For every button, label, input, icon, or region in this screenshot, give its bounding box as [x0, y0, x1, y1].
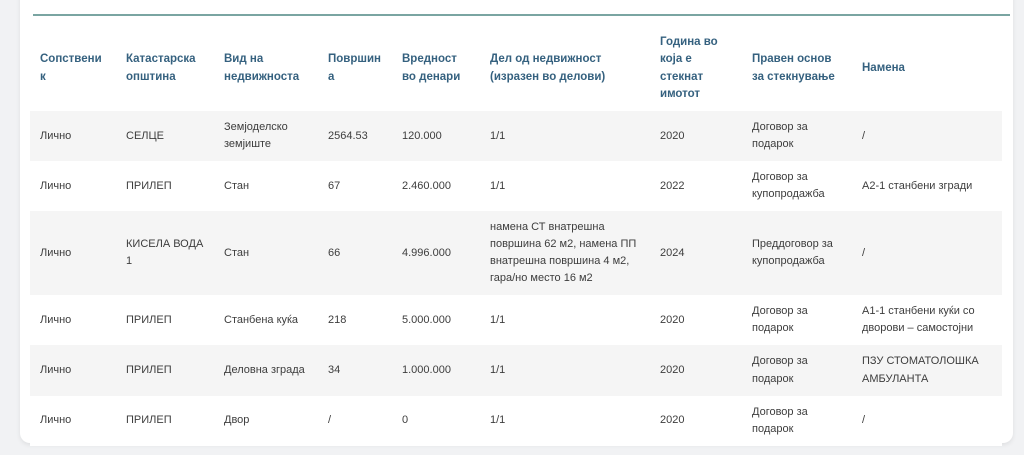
table-cell: намена СТ внатрешна површина 62 м2, наме…: [490, 221, 637, 285]
table-cell: А2-1 станбени згради: [862, 179, 973, 192]
table-cell: 5.000.000: [402, 313, 451, 326]
table-cell: 66: [328, 246, 341, 259]
table-cell: /: [862, 246, 866, 259]
table-row: Лично ПРИЛЕП Стан 67 2.460.000 1/1 2022 Договор…: [30, 161, 1002, 212]
table-cell: А1-1 станбени куќи со дворови – самостој…: [862, 305, 975, 335]
table-cell: ПРИЛЕП: [126, 313, 172, 326]
table-cell: Лично: [40, 363, 72, 376]
table-row: Лично ПРИЛЕП Двор / 0 1/1 2020 Договор за подар…: [30, 395, 1002, 446]
table-cell: СЕЛЦЕ: [126, 129, 164, 142]
column-header: Сопственик: [40, 53, 102, 83]
table-cell: Земјоделско земјиште: [224, 121, 288, 151]
column-header: Вид на недвижноста: [224, 53, 300, 83]
table-cell: /: [862, 414, 866, 427]
column-header: Дел од недвижност (изразен во делови): [490, 53, 606, 83]
table-cell: ПРИЛЕП: [126, 179, 172, 192]
table-cell: Договор за подарок: [752, 305, 808, 335]
table-cell: Лично: [40, 313, 72, 326]
table-cell: 2022: [660, 179, 685, 192]
table-cell: Станбена куќа: [224, 313, 298, 326]
table-cell: Лично: [40, 179, 72, 192]
table-cell: 4.996.000: [402, 246, 451, 259]
column-header: Вредност во денари: [402, 53, 461, 83]
table-cell: 34: [328, 363, 341, 376]
table-cell: 1/1: [490, 129, 506, 142]
table-cell: КИСЕЛА ВОДА 1: [126, 238, 204, 268]
table-row: Лично КИСЕЛА ВОДА 1 Стан 66 4.996.000 намена …: [30, 211, 1002, 296]
column-header: Површина: [328, 53, 381, 83]
table-cell: Двор: [224, 414, 250, 427]
table-cell: Лично: [40, 129, 72, 142]
table-row: Лично СЕЛЦЕ Земјоделско земјиште 2564.53 120…: [30, 111, 1002, 162]
table-cell: Договор за подарок: [752, 405, 808, 435]
table-cell: 1.000.000: [402, 363, 451, 376]
section-divider: [33, 14, 1010, 16]
table-cell: Лично: [40, 414, 72, 427]
table-cell: Преддоговор за купопродажба: [752, 238, 833, 268]
column-header: Правен основ за стекнување: [752, 53, 835, 83]
table-cell: Лично: [40, 246, 72, 259]
table-cell: 2024: [660, 246, 685, 259]
table-cell: Договор за подарок: [752, 121, 808, 151]
table-cell: Деловна зграда: [224, 363, 305, 376]
table-cell: 0: [402, 414, 409, 427]
table-cell: 1/1: [490, 179, 506, 192]
table-cell: /: [328, 414, 332, 427]
table-cell: ПРИЛЕП: [126, 363, 172, 376]
column-header: Намена: [862, 61, 905, 74]
table-cell: 2020: [660, 363, 685, 376]
table-cell: Стан: [224, 179, 250, 192]
table-cell: 1/1: [490, 414, 506, 427]
column-header: Година во која е стекнат имотот: [660, 36, 718, 100]
table-row: Лично ПРИЛЕП Деловна зграда 34 1.000.000 1/1 2…: [30, 345, 1002, 396]
table-row: Лично ПРИЛЕП Станбена куќа 218 5.000.000 1/1 2…: [30, 295, 1002, 346]
table-cell: 2564.53: [328, 129, 368, 142]
table-cell: ПЗУ СТОМАТОЛОШКА АМБУЛАНТА: [862, 355, 979, 385]
table-cell: 120.000: [402, 129, 442, 142]
table-cell: 67: [328, 179, 341, 192]
table-cell: ПРИЛЕП: [126, 414, 172, 427]
table-cell: /: [862, 129, 866, 142]
table-cell: Стан: [224, 246, 250, 259]
table-cell: 1/1: [490, 363, 506, 376]
content-card: Сопственик Катастарска општина Вид на недв…: [20, 0, 1013, 446]
properties-table: Сопственик Катастарска општина Вид на недв…: [30, 16, 1002, 446]
table-cell: 1/1: [490, 313, 506, 326]
table-cell: 2020: [660, 313, 685, 326]
table-cell: Договор за подарок: [752, 355, 808, 385]
table-cell: 2020: [660, 414, 685, 427]
table-cell: 2020: [660, 129, 685, 142]
table-cell: 2.460.000: [402, 179, 451, 192]
table-cell: Договор за купопродажба: [752, 171, 825, 201]
column-header: Катастарска општина: [126, 53, 196, 83]
table-header-row: Сопственик Катастарска општина Вид на недв…: [30, 16, 1002, 111]
table-cell: 218: [328, 313, 347, 326]
